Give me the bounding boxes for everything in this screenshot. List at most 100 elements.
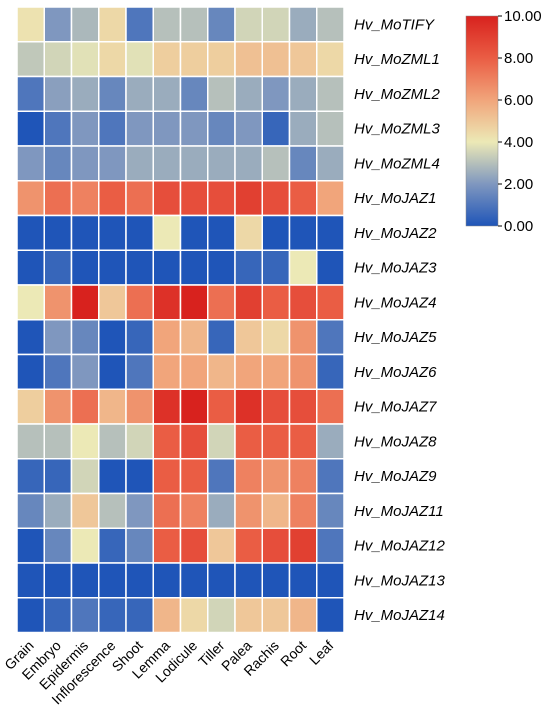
heatmap-cell — [125, 562, 154, 599]
heatmap-cell — [98, 527, 127, 564]
heatmap-cell — [207, 284, 236, 321]
row-label: Hv_MoJAZ9 — [354, 468, 437, 485]
row-label: Hv_MoJAZ7 — [354, 399, 437, 416]
heatmap-cell — [152, 41, 182, 78]
heatmap-cell — [261, 527, 291, 564]
column-label: Root — [277, 637, 309, 669]
heatmap-cell — [152, 145, 182, 182]
heatmap-cell — [125, 423, 154, 460]
heatmap-cell — [288, 423, 318, 460]
heatmap-cell — [98, 597, 127, 634]
heatmap-cell — [288, 597, 318, 634]
heatmap-cell — [152, 284, 182, 321]
heatmap-cell — [125, 110, 154, 147]
heatmap-cell — [125, 284, 154, 321]
heatmap-cell — [288, 284, 318, 321]
heatmap-cell — [316, 492, 345, 529]
heatmap-cell — [125, 597, 154, 634]
heatmap-cell — [261, 41, 291, 78]
heatmap-cell — [70, 597, 100, 634]
heatmap-cell — [125, 145, 154, 182]
heatmap-cell — [98, 180, 127, 217]
heatmap-cell — [152, 423, 182, 460]
heatmap-cell — [179, 41, 209, 78]
row-label: Hv_MoJAZ11 — [354, 503, 444, 520]
heatmap-cell — [152, 110, 182, 147]
heatmap-cell — [234, 249, 263, 286]
heatmap-cell — [98, 353, 127, 390]
heatmap-cell — [179, 562, 209, 599]
heatmap-cell — [316, 423, 345, 460]
heatmap-cell — [125, 41, 154, 78]
heatmap-cell — [207, 388, 236, 425]
row-label: Hv_MoZML1 — [354, 51, 440, 68]
heatmap-cell — [125, 6, 154, 43]
heatmap-cell — [234, 180, 263, 217]
heatmap-cell — [288, 6, 318, 43]
heatmap-cell — [70, 458, 100, 495]
heatmap-cell — [152, 249, 182, 286]
heatmap-cell — [70, 319, 100, 356]
heatmap-cell — [43, 110, 73, 147]
heatmap-cell — [207, 6, 236, 43]
heatmap-cell — [43, 145, 73, 182]
colorbar-tick-label: 8.00 — [504, 50, 533, 67]
heatmap-cell — [288, 458, 318, 495]
heatmap-cell — [125, 527, 154, 564]
heatmap-cell — [16, 458, 45, 495]
heatmap-cell — [98, 562, 127, 599]
row-label: Hv_MoJAZ4 — [354, 294, 437, 311]
row-label: Hv_MoTIFY — [354, 16, 435, 33]
heatmap-cell — [98, 492, 127, 529]
heatmap-cell — [179, 423, 209, 460]
row-label: Hv_MoZML4 — [354, 155, 440, 172]
heatmap-cell — [207, 110, 236, 147]
heatmap-cell — [43, 214, 73, 251]
heatmap-cell — [125, 353, 154, 390]
heatmap-cell — [207, 527, 236, 564]
heatmap-cell — [70, 145, 100, 182]
heatmap-cell — [43, 6, 73, 43]
heatmap-cell — [16, 249, 45, 286]
heatmap-cell — [152, 6, 182, 43]
heatmap-cell — [316, 458, 345, 495]
heatmap-cell — [98, 75, 127, 112]
heatmap-cell — [179, 284, 209, 321]
heatmap-cell — [152, 492, 182, 529]
heatmap-cell — [207, 562, 236, 599]
row-label: Hv_MoJAZ2 — [354, 225, 437, 242]
heatmap-cell — [288, 492, 318, 529]
heatmap-cell — [179, 527, 209, 564]
row-label: Hv_MoJAZ8 — [354, 433, 437, 450]
heatmap-cell — [316, 180, 345, 217]
heatmap-cell — [98, 110, 127, 147]
heatmap-cell — [70, 6, 100, 43]
heatmap-cell — [261, 75, 291, 112]
heatmap-cell — [316, 6, 345, 43]
heatmap-cell — [152, 458, 182, 495]
heatmap-cell — [316, 284, 345, 321]
heatmap-cell — [234, 75, 263, 112]
heatmap-cell — [179, 458, 209, 495]
heatmap-cell — [43, 527, 73, 564]
row-label: Hv_MoJAZ3 — [354, 260, 437, 277]
heatmap-cell — [234, 145, 263, 182]
heatmap-cell — [316, 562, 345, 599]
heatmap-cell — [179, 75, 209, 112]
heatmap-cell — [125, 180, 154, 217]
heatmap-cell — [316, 353, 345, 390]
heatmap-cell — [16, 6, 45, 43]
row-label: Hv_MoJAZ14 — [354, 607, 445, 624]
heatmap-cell — [207, 319, 236, 356]
heatmap-cell — [16, 41, 45, 78]
heatmap-cell — [179, 319, 209, 356]
heatmap-cell — [179, 145, 209, 182]
heatmap-cell — [98, 319, 127, 356]
heatmap-cell — [70, 562, 100, 599]
heatmap-cell — [261, 319, 291, 356]
heatmap-cell — [316, 214, 345, 251]
heatmap-cell — [316, 388, 345, 425]
colorbar-tick-label: 4.00 — [504, 134, 533, 151]
colorbar-legend: 10.00 8.00 6.00 4.00 2.00 0.00 — [465, 8, 542, 235]
heatmap-cell — [261, 145, 291, 182]
